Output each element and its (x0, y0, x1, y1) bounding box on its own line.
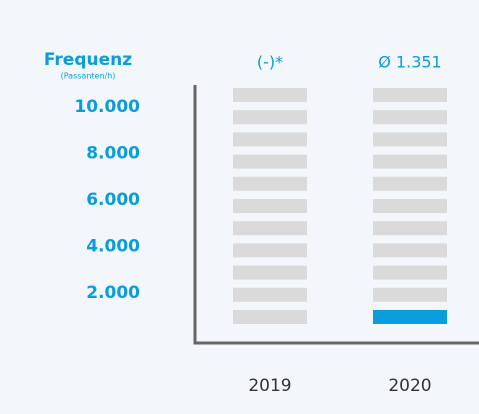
bar-background-stripe (373, 176, 447, 191)
bar-background-stripe (233, 265, 307, 280)
x-tick-label: 2020 (388, 376, 431, 396)
bar-background-stripe (233, 88, 307, 102)
bar (373, 308, 447, 324)
y-tick-label: 6.000 (86, 190, 140, 210)
bar-background-stripe (233, 221, 307, 236)
x-tick-label: 2019 (248, 376, 291, 396)
bar-background-stripe (373, 110, 447, 125)
y-tick-label: 10.000 (74, 97, 140, 117)
bar-background-stripe (373, 199, 447, 213)
bar-background-stripe (233, 154, 307, 169)
bar-background-stripe (373, 154, 447, 169)
bar-background-stripe (233, 199, 307, 213)
bar-background-stripe (233, 132, 307, 147)
y-axis-label: Frequenz (44, 50, 132, 70)
bar-background-stripe (373, 265, 447, 280)
y-axis-sublabel: (Passanten/h) (61, 72, 116, 81)
bar-background-stripe (373, 287, 447, 302)
y-tick-label: 2.000 (86, 283, 140, 303)
bar-background-stripe (373, 221, 447, 236)
y-tick-label: 8.000 (86, 144, 140, 164)
bar-background-stripe (373, 88, 447, 102)
bar-background-stripe (233, 287, 307, 302)
bar-background-stripe (373, 132, 447, 147)
y-tick-label: 4.000 (86, 237, 140, 257)
bar-background-stripe (233, 310, 307, 324)
bar-background-stripe (233, 243, 307, 258)
bar-background-stripe (233, 176, 307, 191)
value-label: Ø 1.351 (378, 53, 441, 72)
bar-background-stripe (373, 243, 447, 258)
bar-background-stripe (233, 110, 307, 125)
axis (193, 85, 479, 345)
value-label: (-)* (257, 53, 283, 72)
